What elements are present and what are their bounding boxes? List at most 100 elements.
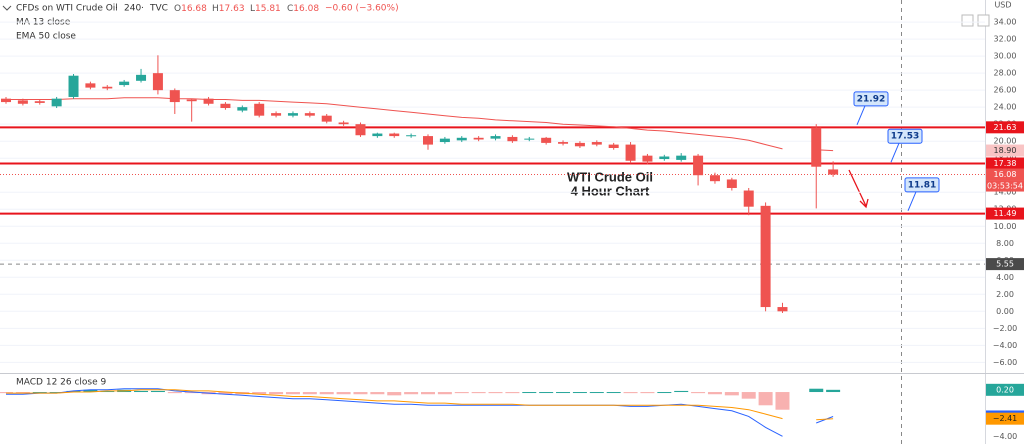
- candle-body: [372, 133, 383, 137]
- y-tick-label: 10.00: [994, 222, 1017, 231]
- histogram-bar: [707, 392, 722, 395]
- trend-arrow: [848, 169, 869, 209]
- histogram-bar: [471, 392, 486, 394]
- y-tick-label: 2.00: [996, 290, 1014, 299]
- price-badge-label: 11.49: [994, 209, 1017, 218]
- candle-body: [152, 73, 163, 91]
- y-tick-label: 20.00: [994, 137, 1017, 146]
- candle-body: [490, 136, 501, 139]
- candle-body: [186, 99, 197, 102]
- y-tick-label: 8.00: [996, 239, 1014, 248]
- histogram-bar: [269, 392, 284, 395]
- price-badge: [986, 168, 1024, 181]
- y-tick-label: 0.00: [996, 307, 1014, 316]
- histogram-bar: [556, 392, 571, 394]
- histogram-bar: [218, 392, 233, 395]
- histogram-bar: [404, 392, 419, 395]
- y-tick-label: 34.00: [994, 18, 1017, 27]
- candle-body: [423, 136, 433, 145]
- callout-pointer: [856, 105, 866, 126]
- settings-button[interactable]: [977, 14, 990, 27]
- scale-button[interactable]: [961, 14, 974, 27]
- y-tick-label: −4.00: [993, 432, 1018, 441]
- ohlc-label: H: [212, 4, 219, 14]
- y-tick-label: −2.00: [993, 324, 1018, 333]
- candle-body: [355, 124, 366, 136]
- callout-label: 11.81: [908, 180, 936, 190]
- histogram-bar: [15, 392, 30, 394]
- collapse-icon[interactable]: [2, 5, 12, 11]
- candle-body: [541, 137, 552, 143]
- candle-body: [507, 136, 518, 142]
- histogram-bar: [134, 390, 149, 393]
- histogram-bar: [302, 392, 317, 395]
- candle-body: [659, 156, 670, 160]
- candle-body: [220, 103, 231, 109]
- histogram-bar: [488, 392, 503, 394]
- price-badge: [986, 383, 1024, 396]
- histogram-bar: [49, 392, 64, 394]
- candle-body: [811, 127, 822, 167]
- histogram-bar: [741, 392, 756, 399]
- histogram-bar: [539, 392, 554, 394]
- candle-body: [456, 137, 467, 141]
- histogram-bar: [640, 392, 655, 394]
- candle-body: [743, 190, 754, 207]
- price-badge-label: 17.38: [994, 159, 1017, 168]
- candle-body: [203, 98, 214, 104]
- separator: ·: [141, 4, 144, 14]
- countdown: 03:53:54: [987, 182, 1023, 191]
- separator: ·: [115, 4, 118, 14]
- histogram-bar: [421, 392, 435, 395]
- histogram-bar: [724, 392, 739, 396]
- price-badge: [986, 144, 1024, 157]
- price-badge-label: 16.08: [994, 170, 1017, 179]
- price-badge-label: 5.55: [996, 260, 1014, 269]
- histogram-bar: [150, 390, 165, 393]
- price-badge: [986, 258, 1024, 271]
- ohlc: L15.81: [250, 4, 281, 14]
- candle-body: [608, 144, 619, 148]
- price-badge: [986, 412, 1024, 425]
- histogram-bar: [336, 392, 351, 395]
- candle-body: [119, 81, 130, 86]
- price-badge: [986, 121, 1024, 134]
- histogram-bar: [32, 392, 47, 394]
- ohlc-value: 16.08: [293, 4, 319, 14]
- histogram-bar: [589, 392, 604, 394]
- candle-body: [693, 155, 704, 176]
- histogram-bar: [809, 388, 824, 393]
- histogram-bar: [66, 390, 81, 393]
- candle-body: [68, 75, 79, 97]
- study-legend: EMA 50 close: [16, 32, 76, 42]
- currency: USD: [994, 1, 1011, 10]
- candle-body: [726, 179, 737, 188]
- callout-label: 17.53: [891, 132, 919, 142]
- candle-body: [338, 122, 349, 125]
- ohlc: H17.63: [212, 4, 245, 14]
- histogram-bar: [100, 390, 115, 393]
- y-tick-label: 30.00: [994, 52, 1017, 61]
- price-badge-label: 0.20: [996, 385, 1014, 394]
- ohlc-value: 17.63: [219, 4, 245, 14]
- histogram-bar: [353, 392, 368, 395]
- macd-legend: MACD 12 26 close 9: [16, 378, 107, 388]
- histogram-bar: [826, 389, 841, 393]
- y-tick-label: 26.00: [994, 86, 1017, 95]
- y-tick-label: −4.00: [993, 341, 1018, 350]
- ohlc-value: 16.68: [181, 4, 207, 14]
- histogram-bar: [572, 392, 587, 394]
- candle-body: [473, 137, 484, 140]
- price-badge: [986, 207, 1024, 220]
- candle-body: [1, 98, 11, 103]
- ohlc-value: 15.81: [255, 4, 281, 14]
- candle-body: [34, 101, 45, 103]
- candle-body: [169, 90, 180, 103]
- candle-body: [777, 307, 788, 312]
- histogram-bar: [674, 390, 689, 393]
- annotation: 4 Hour Chart: [571, 183, 650, 198]
- price-badge-label: −2.41: [993, 414, 1018, 423]
- symbol: CFDs on WTI Crude Oil: [16, 4, 118, 14]
- candle-body: [85, 83, 96, 88]
